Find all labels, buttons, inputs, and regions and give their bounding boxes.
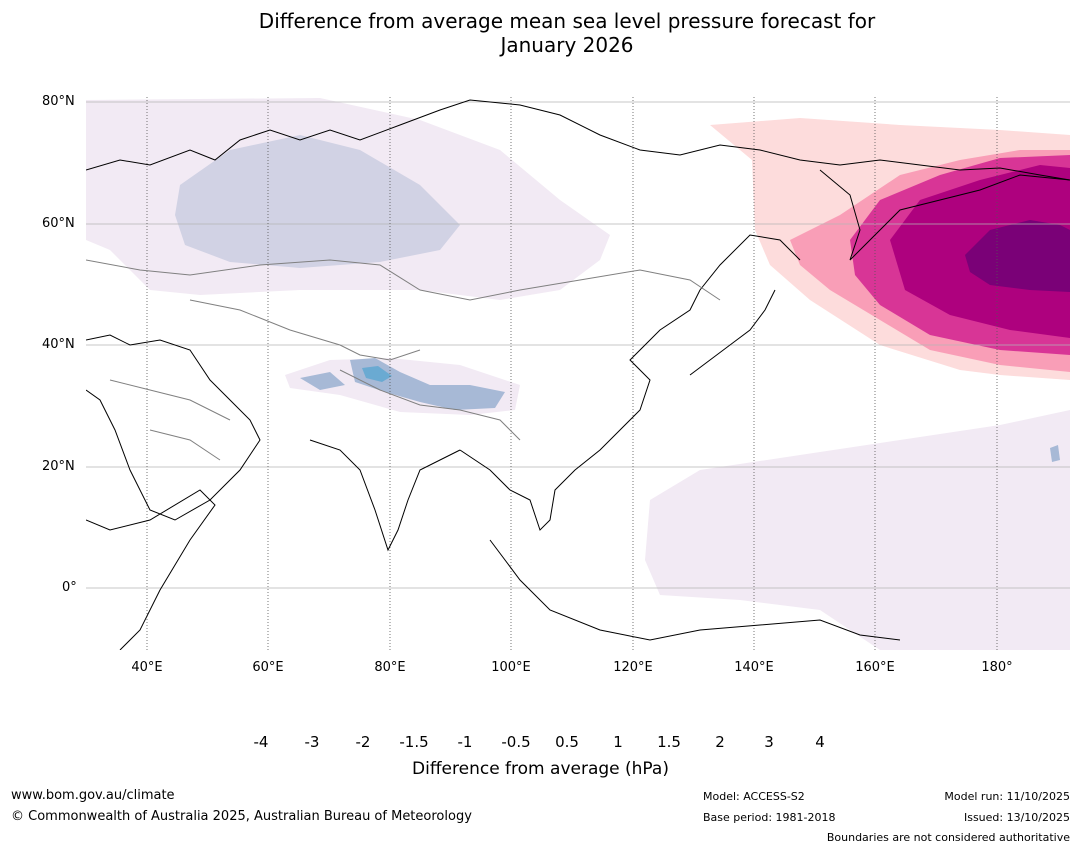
lon-label-160e: 160°E	[855, 660, 895, 675]
lon-label-100e: 100°E	[491, 660, 531, 675]
anomaly-region-npacific-3	[965, 220, 1070, 292]
coastline-europe-middle-east	[86, 334, 261, 521]
lat-label-40n: 40°N	[42, 337, 75, 352]
chart-title: Difference from average mean sea level p…	[0, 9, 1081, 57]
country-boundaries	[86, 259, 721, 461]
anomaly-region-tibet-mid	[300, 358, 505, 410]
anomaly-region-pacific-light	[645, 410, 1070, 650]
lon-label-180: 180°	[981, 660, 1013, 675]
lon-label-140e: 140°E	[734, 660, 774, 675]
website-link[interactable]: www.bom.gov.au/climate	[11, 788, 175, 803]
longitude-gridlines	[146, 97, 998, 650]
model-text: Model: ACCESS-S2	[703, 790, 805, 803]
colorbar-tick: -3	[304, 733, 320, 751]
colorbar-tick: 0.5	[555, 733, 579, 751]
colorbar-tick: 3	[764, 733, 774, 751]
colorbar-tick: 1	[613, 733, 623, 751]
lon-label-40e: 40°E	[131, 660, 163, 675]
coastline-africa-horn	[86, 489, 216, 650]
colorbar-tick: -2	[355, 733, 371, 751]
lat-label-20n: 20°N	[42, 459, 75, 474]
lat-label-0: 0°	[62, 580, 77, 595]
boundary-himalaya	[339, 369, 521, 441]
anomaly-region-tibet-core	[362, 366, 392, 382]
colorbar-label: Difference from average (hPa)	[412, 759, 669, 779]
colorbar-tick: 2	[715, 733, 725, 751]
title-line-2: January 2026	[500, 33, 634, 57]
coastline-indonesia	[489, 539, 901, 641]
lat-label-60n: 60°N	[42, 216, 75, 231]
coastline-kamchatka-alaska	[819, 169, 1070, 261]
anomaly-fields	[86, 98, 1070, 650]
colorbar-tick: -1	[457, 733, 473, 751]
coastline-arctic	[86, 99, 1070, 181]
colorbar-tick: 4	[815, 733, 825, 751]
coastline-japan	[689, 289, 776, 376]
lon-label-80e: 80°E	[374, 660, 406, 675]
lon-label-120e: 120°E	[613, 660, 653, 675]
boundary-russia-south	[86, 259, 721, 301]
disclaimer-text: Boundaries are not considered authoritat…	[826, 831, 1070, 844]
coastline-se-asia	[459, 234, 801, 531]
colorbar-tick: 1.5	[657, 733, 681, 751]
issued-text: Issued: 13/10/2025	[963, 811, 1070, 824]
copyright-text: © Commonwealth of Australia 2025, Austra…	[11, 809, 472, 824]
colorbar-tick: -0.5	[501, 733, 531, 751]
colorbar-tick: -1.5	[399, 733, 429, 751]
coastlines	[86, 99, 1070, 650]
lon-label-60e: 60°E	[252, 660, 284, 675]
anomaly-region-pacific-spot	[1050, 445, 1060, 462]
base-period-text: Base period: 1981-2018	[703, 811, 836, 824]
pressure-anomaly-map	[86, 97, 1070, 650]
colorbar-tick: -4	[253, 733, 269, 751]
anomaly-region-siberia-mid	[175, 135, 460, 268]
coastline-india	[309, 439, 461, 552]
boundary-central-asia	[189, 299, 421, 361]
title-line-1: Difference from average mean sea level p…	[258, 9, 876, 33]
lat-label-80n: 80°N	[42, 94, 75, 109]
model-run-text: Model run: 11/10/2025	[944, 790, 1070, 803]
boundary-middle-east	[109, 379, 231, 461]
